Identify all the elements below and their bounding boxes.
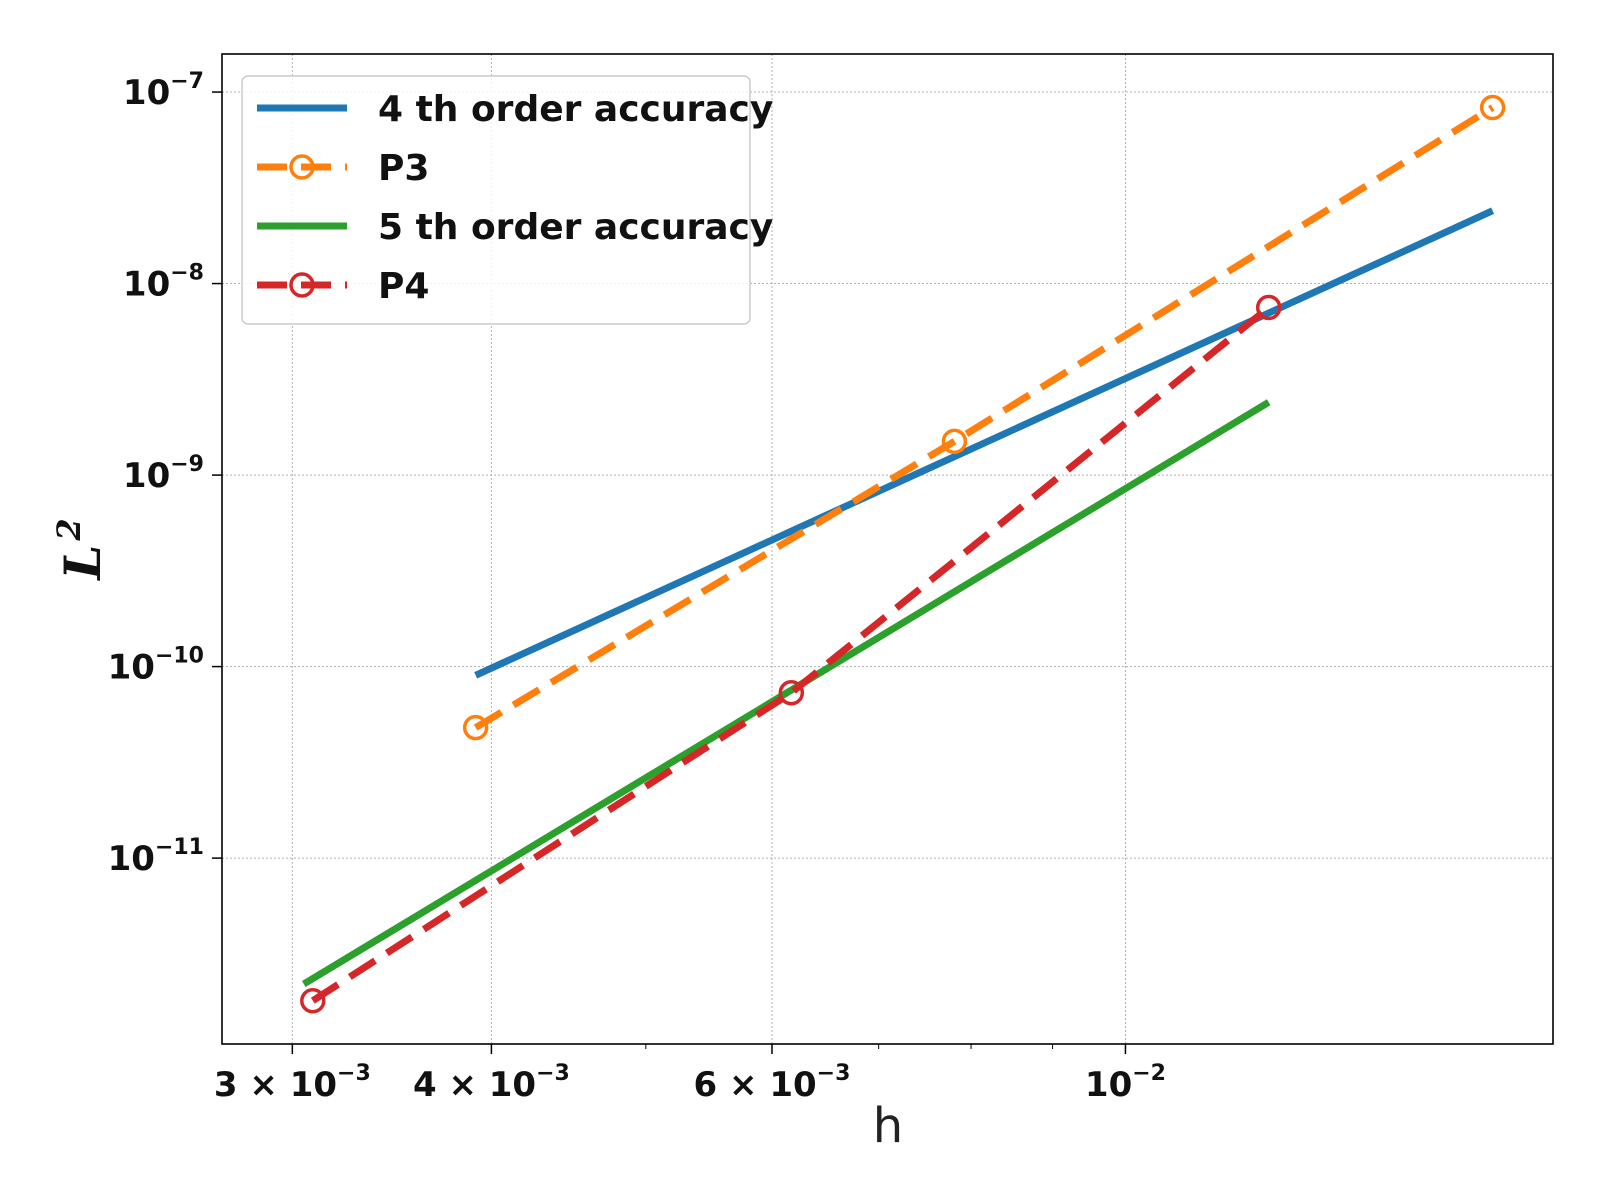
legend-label: 4 th order accuracy: [378, 89, 773, 130]
y-tick-label: 10−11: [108, 835, 204, 879]
legend-box: [241, 75, 751, 325]
y-axis-label-base: L: [53, 545, 112, 582]
series-line: [301, 399, 1271, 988]
x-tick-mantissa: 3 × 10: [214, 1065, 337, 1105]
series-line: [310, 304, 1271, 1004]
y-tick-label: 10−10: [108, 644, 204, 688]
x-tick-exponent: −3: [817, 1061, 851, 1086]
data-point: [462, 714, 489, 741]
series-line: [474, 207, 1495, 679]
x-tick-exponent: −3: [337, 1061, 371, 1086]
series-4-th-order-accuracy: [474, 207, 1495, 679]
data-point: [1479, 94, 1506, 121]
x-tick-mantissa: 10: [1085, 1065, 1132, 1105]
y-tick-mantissa: 10: [123, 456, 170, 496]
y-tick-label: 10−9: [123, 452, 204, 496]
legend-label: P3: [378, 148, 429, 189]
y-axis-label: L2: [50, 518, 112, 581]
x-tick-exponent: −2: [1132, 1061, 1166, 1086]
x-tick-label: 6 × 10−3: [694, 1061, 851, 1105]
y-tick-exponent: −7: [170, 69, 204, 94]
series-p3: [462, 94, 1506, 741]
legend-label: 5 th order accuracy: [378, 207, 773, 248]
y-tick-mantissa: 10: [108, 839, 155, 879]
axis-ticks: 3 × 10−3 4 × 10−3 6 × 10−3 10−210−710−810−9…: [108, 69, 1166, 1105]
legend-marker: [289, 154, 315, 180]
series-5-th-order-accuracy: [301, 399, 1271, 988]
x-axis-label: h: [873, 1098, 903, 1154]
x-tick-exponent: −3: [536, 1061, 570, 1086]
x-tick-label: 3 × 10−3: [214, 1061, 371, 1105]
x-tick-label: 4 × 10−3: [413, 1061, 570, 1105]
series-line: [473, 104, 1495, 731]
data-point: [300, 987, 326, 1014]
x-tick-label: 10−2: [1085, 1061, 1166, 1105]
series-p4: [300, 294, 1282, 1014]
legend-label: P4: [378, 266, 429, 307]
legend-marker: [289, 272, 315, 298]
legend: 4 th order accuracy P3 5 th order accuracy…: [241, 75, 773, 325]
x-tick-mantissa: 4 × 10: [413, 1065, 536, 1105]
series-layer: [300, 94, 1506, 1014]
y-tick-mantissa: 10: [123, 73, 170, 113]
y-axis-label-sup: 2: [50, 518, 88, 541]
y-tick-mantissa: 10: [123, 265, 170, 305]
y-tick-label: 10−7: [123, 69, 204, 113]
data-point: [1255, 294, 1282, 321]
y-tick-mantissa: 10: [108, 648, 155, 688]
y-tick-exponent: −8: [170, 261, 204, 286]
y-tick-exponent: −11: [155, 835, 204, 860]
data-point: [778, 680, 805, 706]
y-tick-exponent: −9: [170, 452, 204, 477]
data-point: [941, 428, 968, 455]
plot-frame: [221, 53, 1554, 1045]
y-tick-exponent: −10: [155, 644, 204, 669]
x-tick-mantissa: 6 × 10: [694, 1065, 817, 1105]
y-tick-label: 10−8: [123, 261, 204, 305]
